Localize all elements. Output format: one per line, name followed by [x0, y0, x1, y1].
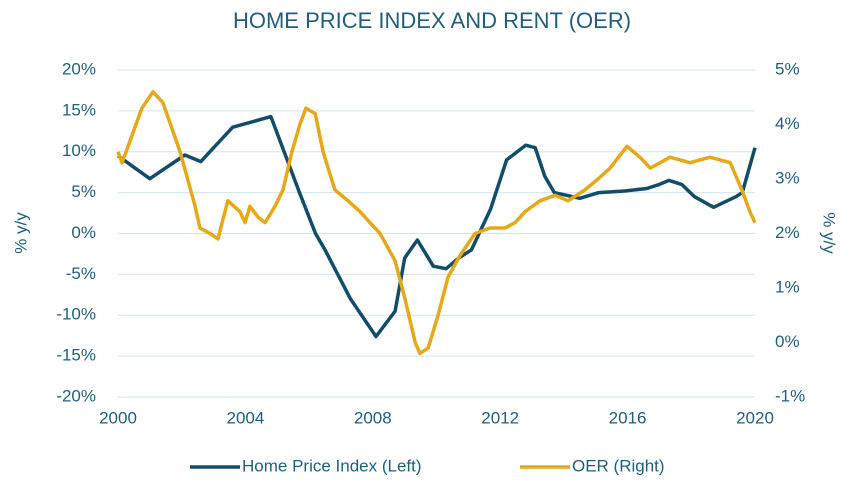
- legend-label: OER (Right): [572, 456, 665, 475]
- y-tick-label: -10%: [56, 305, 96, 324]
- y-tick-label: 5%: [71, 182, 96, 201]
- y-tick-label: -15%: [56, 346, 96, 365]
- y2-tick-label: 0%: [775, 332, 800, 351]
- legend-label: Home Price Index (Left): [242, 456, 422, 475]
- y2-tick-label: 3%: [775, 168, 800, 187]
- x-tick-label: 2016: [609, 408, 647, 427]
- x-tick-label: 2004: [226, 408, 264, 427]
- y-tick-label: 10%: [62, 141, 96, 160]
- y2-tick-label: -1%: [775, 386, 805, 405]
- y2-tick-label: 2%: [775, 223, 800, 242]
- y2-tick-label: 1%: [775, 277, 800, 296]
- y-tick-label: 20%: [62, 59, 96, 78]
- y2-tick-label: 4%: [775, 114, 800, 133]
- x-tick-label: 2000: [99, 408, 137, 427]
- series-line: [116, 90, 757, 356]
- y-tick-label: -20%: [56, 386, 96, 405]
- y-tick-label: -5%: [66, 264, 96, 283]
- chart-title: HOME PRICE INDEX AND RENT (OER): [233, 8, 631, 33]
- x-tick-label: 2008: [354, 408, 392, 427]
- y-axis-label: % y/y: [11, 212, 30, 254]
- y-tick-label: 0%: [71, 223, 96, 242]
- x-tick-label: 2020: [736, 408, 774, 427]
- y-tick-label: 15%: [62, 100, 96, 119]
- x-tick-label: 2012: [481, 408, 519, 427]
- y2-axis-label: % y/y: [820, 212, 839, 254]
- series-line: [116, 114, 757, 339]
- y2-tick-label: 5%: [775, 59, 800, 78]
